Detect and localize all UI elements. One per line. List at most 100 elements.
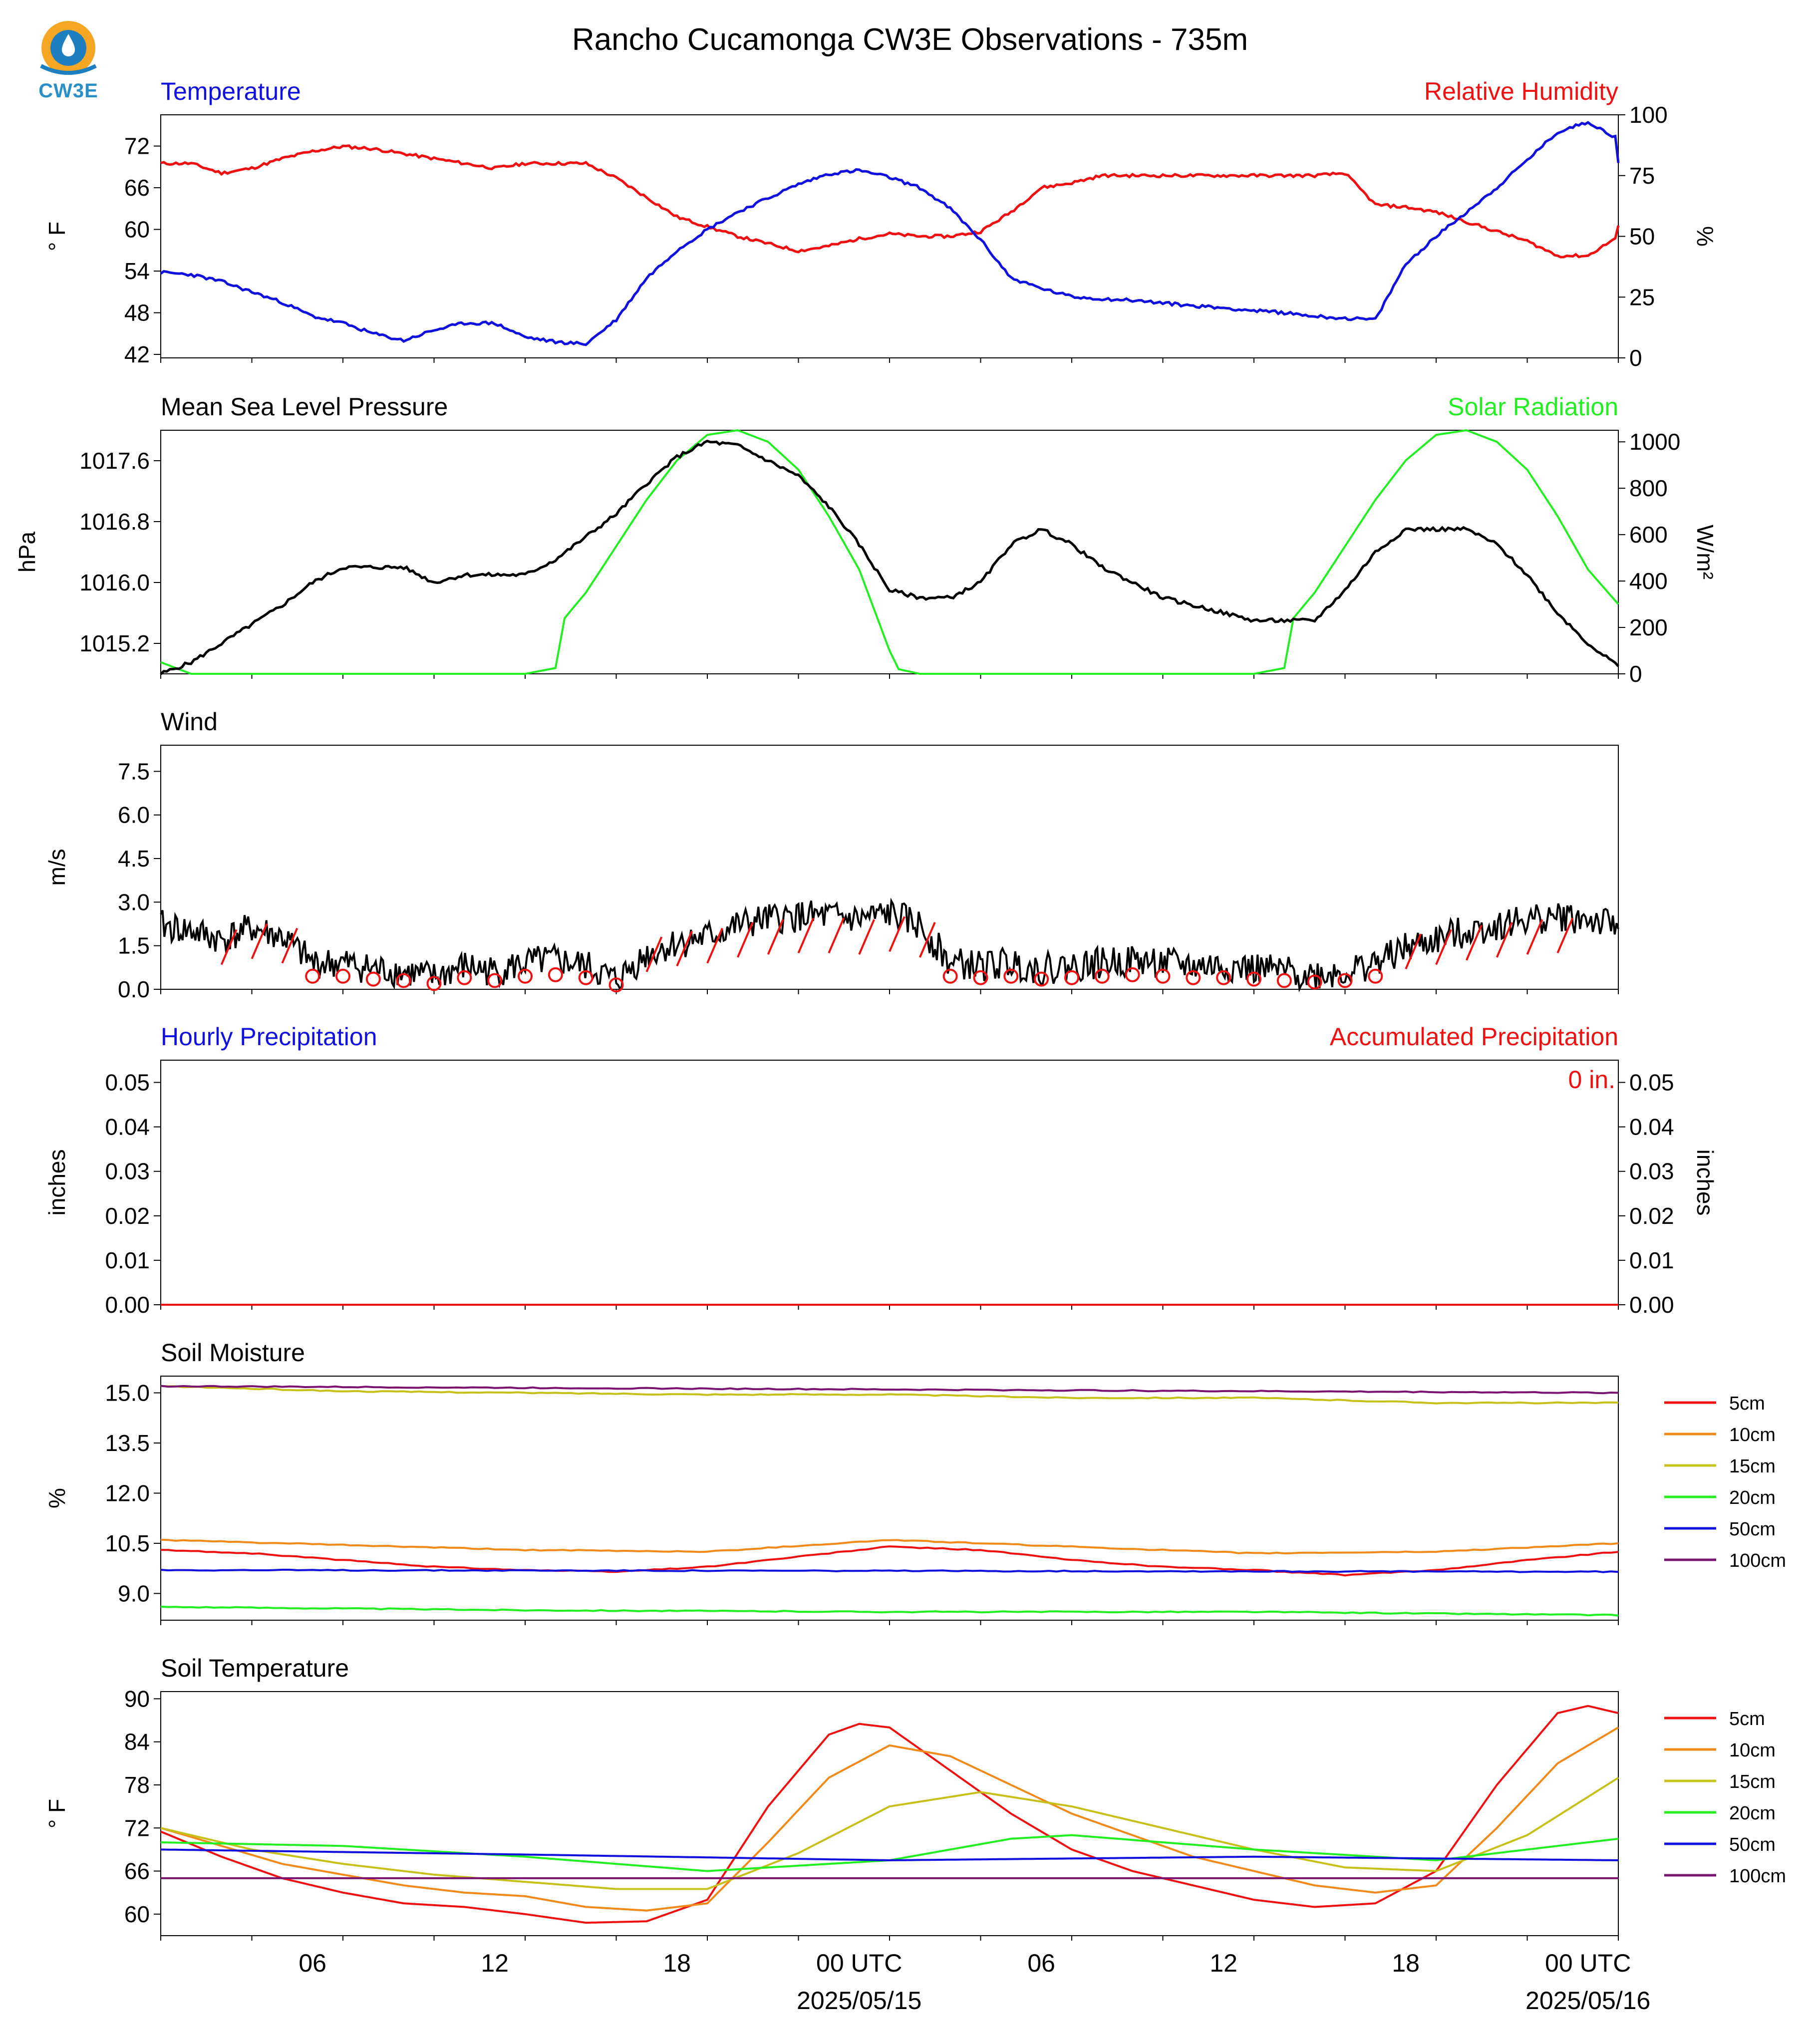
wind-calm-marker: [487, 973, 503, 988]
wind-barb: [220, 929, 238, 965]
wind-calm-marker: [1034, 971, 1049, 987]
wind-barb: [1465, 924, 1483, 961]
precip-left-tick-label: 0.04: [105, 1114, 150, 1140]
logo-text: CW3E: [38, 80, 98, 102]
soil-moisture-legend-label: 5cm: [1729, 1393, 1765, 1414]
precip-right-title: Accumulated Precipitation: [1330, 1023, 1618, 1051]
precip-left-tick-label: 0.02: [105, 1203, 150, 1229]
wind-calm-marker: [1064, 970, 1079, 985]
soil-moisture-line-10cm: [160, 1538, 1619, 1555]
soilt-left-tick-label: 66: [124, 1858, 150, 1884]
wind-calm-marker: [1003, 968, 1019, 984]
date-label: 2025/05/15: [797, 1987, 921, 2015]
precip-frame: [160, 1060, 1619, 1305]
wind-barb: [1496, 922, 1513, 958]
wind-calm-marker: [518, 968, 533, 984]
wind-calm-marker: [1216, 970, 1231, 985]
wind-calm-marker: [457, 970, 472, 985]
wind-barb: [736, 922, 754, 958]
wind-left-tick-label: 1.5: [118, 933, 150, 959]
wind-calm-marker: [942, 968, 958, 984]
precip-panel: Hourly Precipitation Accumulated Precipit…: [44, 1023, 1718, 1318]
wind-panel: Wind 0.0 1.5 3.0 4.5 6.0 7.5 m/s: [44, 708, 1619, 1002]
temp-right-tick-label: 100: [1629, 102, 1668, 128]
precip-ylabel-left: inches: [44, 1150, 70, 1216]
wind-barb: [918, 922, 936, 958]
wind-calm-marker: [1094, 968, 1110, 984]
wind-barb: [676, 930, 693, 967]
wind-calm-marker: [365, 971, 381, 987]
temp-left-tick-label: 72: [124, 133, 150, 159]
figure-title: Rancho Cucamonga CW3E Observations - 735…: [572, 22, 1248, 57]
wind-calm-marker: [1186, 970, 1201, 985]
wind-calm-marker: [305, 968, 320, 984]
soilt-left-title: Soil Temperature: [161, 1654, 349, 1682]
wind-frame: [160, 745, 1619, 990]
wind-left-tick-label: 3.0: [118, 889, 150, 915]
soilt-ylabel-left: ° F: [44, 1799, 70, 1828]
temp-right-tick-label: 50: [1629, 224, 1655, 250]
pres-ylabel-left: hPa: [14, 532, 40, 573]
soil-temp-line-5cm: [160, 1705, 1619, 1924]
wind-left-tick-label: 7.5: [118, 758, 150, 784]
wind-calm-marker: [1246, 971, 1261, 987]
pres-left-tick-label: 1015.2: [79, 630, 150, 656]
soilm-left-tick-label: 12.0: [105, 1480, 150, 1506]
accumulated-value-label: 0 in.: [1568, 1066, 1615, 1094]
temp-right-title: Relative Humidity: [1424, 77, 1618, 105]
wind-barb: [858, 919, 876, 955]
temp-frame: [160, 114, 1619, 358]
pres-right-tick-label: 1000: [1629, 429, 1680, 455]
soil-moisture-legend-label: 50cm: [1729, 1519, 1776, 1540]
soilm-panel: Soil Moisture 9.0 10.5 12.0 13.5 15.0%: [44, 1339, 1619, 1625]
wind-ylabel-left: m/s: [44, 849, 70, 885]
soilm-left-title: Soil Moisture: [161, 1339, 305, 1367]
precip-left-tick-label: 0.00: [105, 1292, 150, 1318]
wind-calm-marker: [1155, 968, 1171, 984]
soil-temp-legend-label: 100cm: [1729, 1866, 1786, 1887]
soilm-left-tick-label: 13.5: [105, 1430, 150, 1456]
pres-right-tick-label: 200: [1629, 614, 1668, 640]
soil-moisture-legend-label: 10cm: [1729, 1425, 1776, 1446]
soil-temp-legend-label: 15cm: [1729, 1771, 1776, 1792]
temp-left-tick-label: 54: [124, 258, 150, 284]
pres-left-tick-label: 1017.6: [79, 448, 150, 474]
soil-moisture-line-15cm: [160, 1385, 1619, 1405]
wind-speed-line: [160, 897, 1619, 993]
wind-calm-marker: [396, 973, 411, 988]
wind-barb: [281, 927, 299, 964]
pres-right-tick-label: 800: [1629, 475, 1668, 501]
wind-calm-marker: [608, 977, 624, 993]
soilt-left-tick-label: 72: [124, 1815, 150, 1841]
solar-line: [160, 429, 1619, 675]
wind-barb: [828, 917, 845, 954]
soil-moisture-legend-label: 20cm: [1729, 1487, 1776, 1508]
temp-left-tick-label: 48: [124, 300, 150, 326]
soilt-panel: Soil Temperature 60 66 72 78 84 90 ° F: [44, 1654, 1619, 1941]
wind-calm-marker: [335, 968, 350, 984]
soil-temp-legend-label: 10cm: [1729, 1740, 1776, 1761]
temp-left-tick-label: 60: [124, 217, 150, 243]
time-axis-label: 18: [663, 1949, 691, 1977]
time-axis-label: 12: [481, 1949, 509, 1977]
date-label: 2025/05/16: [1525, 1987, 1650, 2015]
soil-temp-line-15cm: [160, 1776, 1619, 1890]
soilm-left-tick-label: 15.0: [105, 1380, 150, 1406]
soil-temp-legend-label: 50cm: [1729, 1834, 1776, 1855]
precip-left-title: Hourly Precipitation: [161, 1023, 377, 1051]
precip-right-tick-label: 0.04: [1629, 1114, 1674, 1140]
wind-barb: [645, 936, 663, 972]
wind-barb: [706, 927, 723, 964]
precip-left-tick-label: 0.05: [105, 1070, 150, 1096]
pres-left-tick-label: 1016.0: [79, 570, 150, 595]
soilm-left-tick-label: 9.0: [118, 1580, 150, 1606]
wind-barb: [1405, 933, 1422, 970]
wind-calm-marker: [548, 967, 563, 982]
soilt-left-tick-label: 78: [124, 1772, 150, 1798]
soil-temp-line-10cm: [160, 1727, 1619, 1912]
precip-left-tick-label: 0.03: [105, 1159, 150, 1184]
temp-panel: Temperature Relative Humidity 42 48 54 60 66 72…: [44, 77, 1718, 371]
wind-barb: [1526, 919, 1543, 955]
wind-left-title: Wind: [161, 708, 218, 736]
